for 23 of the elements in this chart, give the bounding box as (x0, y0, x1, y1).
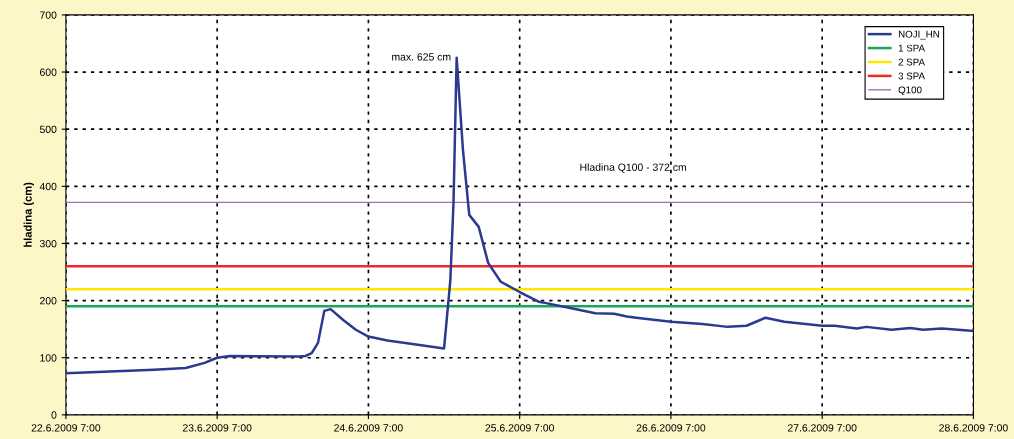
legend-label: 1 SPA (898, 44, 925, 52)
y-tick-label: 500 (39, 125, 57, 134)
y-tick-label: 100 (40, 354, 57, 362)
y-tick-label: 200 (40, 297, 57, 305)
x-tick-label: 26.6.2009 7:00 (636, 424, 706, 432)
x-tick-label: 23.6.2009 7:00 (182, 424, 252, 432)
x-tick-label: 27.6.2009 7:00 (787, 424, 857, 432)
x-tick-label: 24.6.2009 7:00 (334, 424, 403, 432)
x-tick-label: 22.6.2009 7:00 (31, 424, 101, 432)
x-tick-label: 25.6.2009 7:00 (485, 424, 555, 432)
x-tick-label: 28.6.2009 7:00 (939, 424, 1008, 432)
legend-label: 3 SPA (898, 72, 925, 80)
legend-label: NOJI_HN (898, 30, 939, 40)
y-tick-label: 700 (40, 11, 57, 19)
annotation: max. 625 cm (392, 53, 451, 61)
y-tick-label: 0 (51, 411, 57, 419)
y-tick-label: 300 (39, 239, 57, 248)
annotation: Hladina Q100 - 372 cm (580, 163, 686, 173)
y-axis-title: hladina (cm) (23, 182, 34, 247)
y-tick-label: 600 (40, 68, 57, 76)
legend-label: 2 SPA (898, 58, 925, 66)
legend-label: Q100 (898, 86, 922, 96)
y-tick-label: 400 (39, 182, 57, 191)
